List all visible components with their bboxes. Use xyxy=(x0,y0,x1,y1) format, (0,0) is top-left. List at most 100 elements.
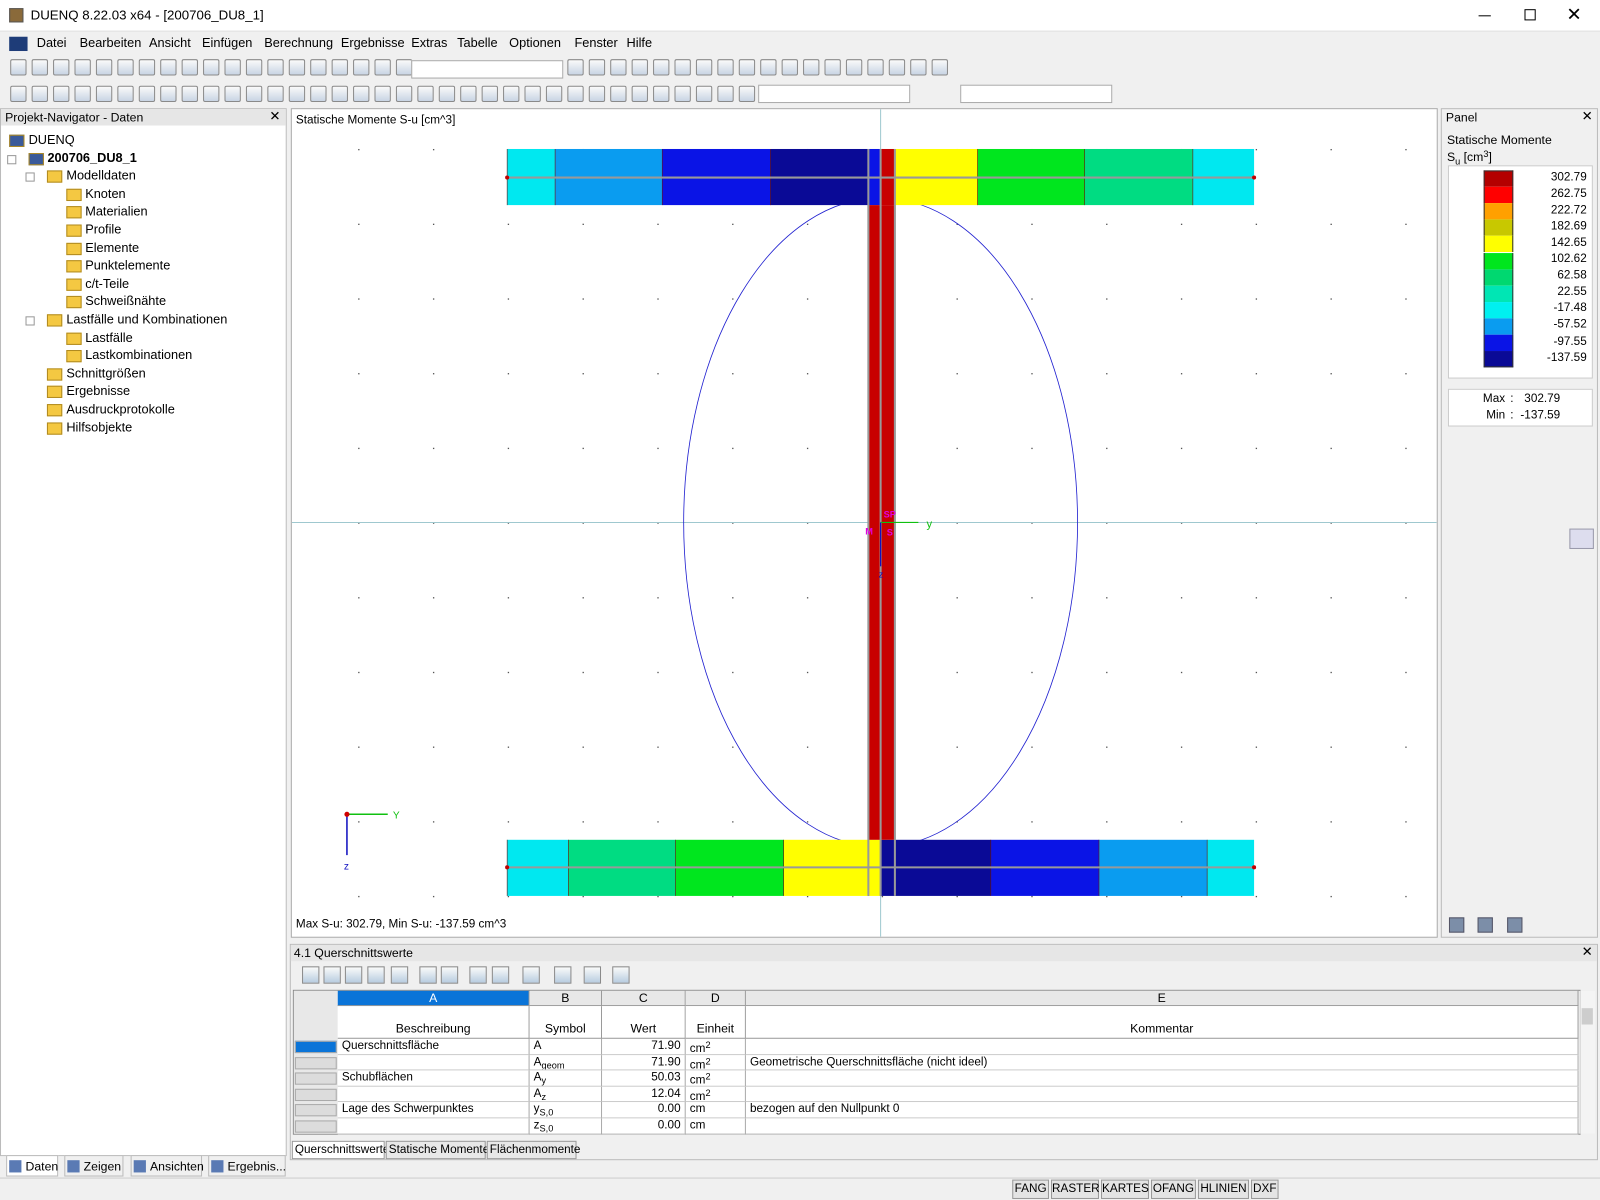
table-tool[interactable] xyxy=(612,966,630,984)
toolbar-button[interactable] xyxy=(224,59,241,76)
toolbar-button[interactable] xyxy=(288,85,306,103)
side-button[interactable] xyxy=(1569,528,1594,549)
status-toggle[interactable]: OFANG xyxy=(1151,1179,1196,1199)
menu-item[interactable]: Tabelle xyxy=(457,35,498,50)
toolbar-button[interactable] xyxy=(138,59,156,76)
table-tool[interactable] xyxy=(522,966,540,984)
menu-item[interactable]: Optionen xyxy=(509,35,561,50)
status-toggle[interactable]: FANG xyxy=(1012,1179,1049,1199)
toolbar-button[interactable] xyxy=(53,85,70,103)
tree-item[interactable]: Materialien xyxy=(85,204,148,219)
menu-item[interactable]: Einfügen xyxy=(202,35,253,50)
toolbar-button[interactable] xyxy=(717,85,734,103)
tree-item[interactable]: Knoten xyxy=(85,186,126,201)
toolbar-button[interactable] xyxy=(503,85,520,103)
minimize-button[interactable] xyxy=(1478,15,1491,17)
toolbar-button[interactable] xyxy=(674,85,691,103)
toolbar-button[interactable] xyxy=(267,85,284,103)
table-tab[interactable]: Flächenmomente xyxy=(486,1140,580,1160)
toolbar-button[interactable] xyxy=(845,59,863,76)
toolbar-button[interactable] xyxy=(781,59,798,76)
toolbar-button[interactable] xyxy=(738,59,756,76)
tree-item[interactable]: Elemente xyxy=(85,240,140,255)
table-tool[interactable] xyxy=(344,966,363,984)
table-tool[interactable] xyxy=(302,966,320,984)
menu-item[interactable]: Berechnung xyxy=(264,35,334,50)
tree-item[interactable]: Schweißnähte xyxy=(85,294,167,309)
toolbar-button[interactable] xyxy=(867,59,884,76)
toolbar-button[interactable] xyxy=(395,85,413,103)
row-header[interactable] xyxy=(294,1104,337,1117)
panel-button[interactable] xyxy=(1477,917,1493,933)
table-tool[interactable] xyxy=(367,966,385,984)
toolbar-button[interactable] xyxy=(10,59,27,76)
toolbar-button[interactable] xyxy=(803,59,820,76)
tree-item[interactable]: Lastkombinationen xyxy=(85,348,193,363)
toolbar-button[interactable] xyxy=(738,85,756,103)
tree-item[interactable]: Profile xyxy=(85,222,122,237)
tree-item[interactable]: 200706_DU8_1 xyxy=(47,150,137,165)
toolbar-button[interactable] xyxy=(31,59,48,76)
toolbar-button[interactable] xyxy=(588,85,606,103)
toolbar-button[interactable] xyxy=(374,59,391,76)
toolbar-button[interactable] xyxy=(353,59,370,76)
dropdown[interactable] xyxy=(411,60,564,79)
toolbar-button[interactable] xyxy=(267,59,284,76)
toolbar-button[interactable] xyxy=(181,59,198,76)
toolbar-button[interactable] xyxy=(117,59,134,76)
menu-item[interactable]: Fenster xyxy=(574,35,618,50)
toolbar-button[interactable] xyxy=(888,59,906,76)
toolbar-button[interactable] xyxy=(588,59,606,76)
toolbar-button[interactable] xyxy=(353,85,370,103)
menu-item[interactable]: Hilfe xyxy=(626,35,653,50)
toolbar-button[interactable] xyxy=(95,59,113,76)
tree-item[interactable]: c/t-Teile xyxy=(85,276,130,291)
scrollbar[interactable] xyxy=(1579,990,1595,1134)
toolbar-button[interactable] xyxy=(610,85,627,103)
toolbar-button[interactable] xyxy=(695,59,713,76)
tree-item[interactable]: Lastfälle xyxy=(85,330,133,345)
toolbar-button[interactable] xyxy=(95,85,113,103)
row-header[interactable] xyxy=(294,1120,337,1133)
status-toggle[interactable]: KARTES xyxy=(1101,1179,1149,1199)
navigator-tab[interactable]: Ansichten xyxy=(130,1155,204,1177)
toolbar-button[interactable] xyxy=(331,85,348,103)
row-header[interactable] xyxy=(294,1072,337,1085)
toolbar-button[interactable] xyxy=(310,59,327,76)
toolbar-button[interactable] xyxy=(760,59,777,76)
table-tool[interactable] xyxy=(554,966,572,984)
menu-item[interactable]: Bearbeiten xyxy=(79,35,142,50)
toolbar-button[interactable] xyxy=(203,85,220,103)
toolbar-button[interactable] xyxy=(545,85,563,103)
toolbar-button[interactable] xyxy=(674,59,691,76)
maximize-button[interactable] xyxy=(1524,9,1536,21)
toolbar-button[interactable] xyxy=(567,59,584,76)
toolbar-button[interactable] xyxy=(74,85,91,103)
table-tool[interactable] xyxy=(390,966,409,984)
toolbar-button[interactable] xyxy=(524,85,541,103)
panel-button[interactable] xyxy=(1448,917,1465,933)
toolbar-button[interactable] xyxy=(160,85,177,103)
toolbar-button[interactable] xyxy=(438,85,456,103)
toolbar-button[interactable] xyxy=(910,59,927,76)
toolbar-button[interactable] xyxy=(481,85,498,103)
table-tab[interactable]: Querschnittswerte xyxy=(291,1140,389,1160)
status-toggle[interactable]: HLINIEN xyxy=(1197,1179,1249,1199)
tree-item[interactable]: Lastfälle und Kombinationen xyxy=(66,312,228,327)
row-header[interactable] xyxy=(294,1088,337,1101)
toolbar-button[interactable] xyxy=(245,85,263,103)
navigator-tab[interactable]: Ergebnis... xyxy=(208,1155,286,1177)
toolbar-button[interactable] xyxy=(224,85,241,103)
toolbar-button[interactable] xyxy=(245,59,263,76)
scroll-thumb[interactable] xyxy=(1581,1008,1593,1025)
toolbar-button[interactable] xyxy=(460,85,477,103)
toolbar-button[interactable] xyxy=(395,59,413,76)
toolbar-button[interactable] xyxy=(695,85,713,103)
menu-item[interactable]: Ergebnisse xyxy=(340,35,405,50)
toolbar-button[interactable] xyxy=(10,85,27,103)
toolbar-button[interactable] xyxy=(117,85,134,103)
dropdown[interactable] xyxy=(960,84,1113,104)
tree-item[interactable]: DUENQ xyxy=(28,132,75,147)
panel-button[interactable] xyxy=(1507,917,1523,933)
toolbar-button[interactable] xyxy=(203,59,220,76)
